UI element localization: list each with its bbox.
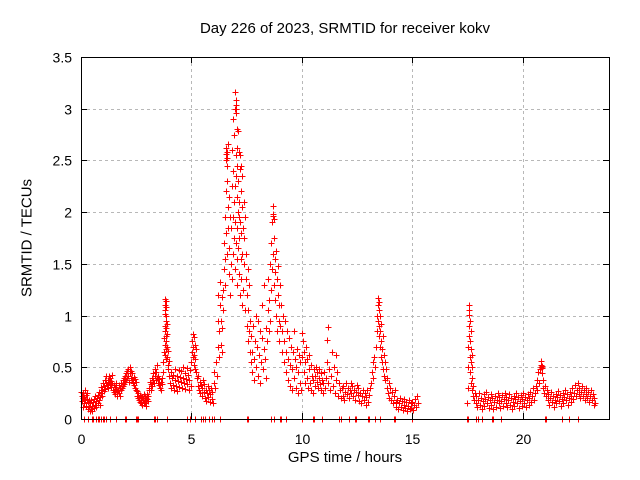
y-tick-label: 3.5 [53, 50, 73, 66]
y-tick-label: 3 [64, 102, 72, 118]
y-tick-label: 2 [64, 205, 72, 221]
x-tick-label: 10 [295, 431, 311, 447]
y-tick-label: 0 [64, 412, 72, 428]
plot-border [81, 57, 610, 420]
data-points [78, 89, 599, 423]
x-tick-label: 15 [405, 431, 421, 447]
x-tick-label: 20 [516, 431, 532, 447]
y-axis-label: SRMTID / TECUs [18, 178, 36, 298]
x-tick-label: 5 [188, 431, 196, 447]
y-tick-label: 1 [64, 309, 72, 325]
x-tick-label: 0 [78, 431, 86, 447]
y-tick-label: 1.5 [53, 257, 73, 273]
x-axis-label: GPS time / hours [287, 449, 403, 466]
y-tick-label: 2.5 [53, 153, 73, 169]
chart-title: Day 226 of 2023, SRMTID for receiver kok… [199, 20, 491, 37]
y-tick-label: 0.5 [53, 360, 73, 376]
